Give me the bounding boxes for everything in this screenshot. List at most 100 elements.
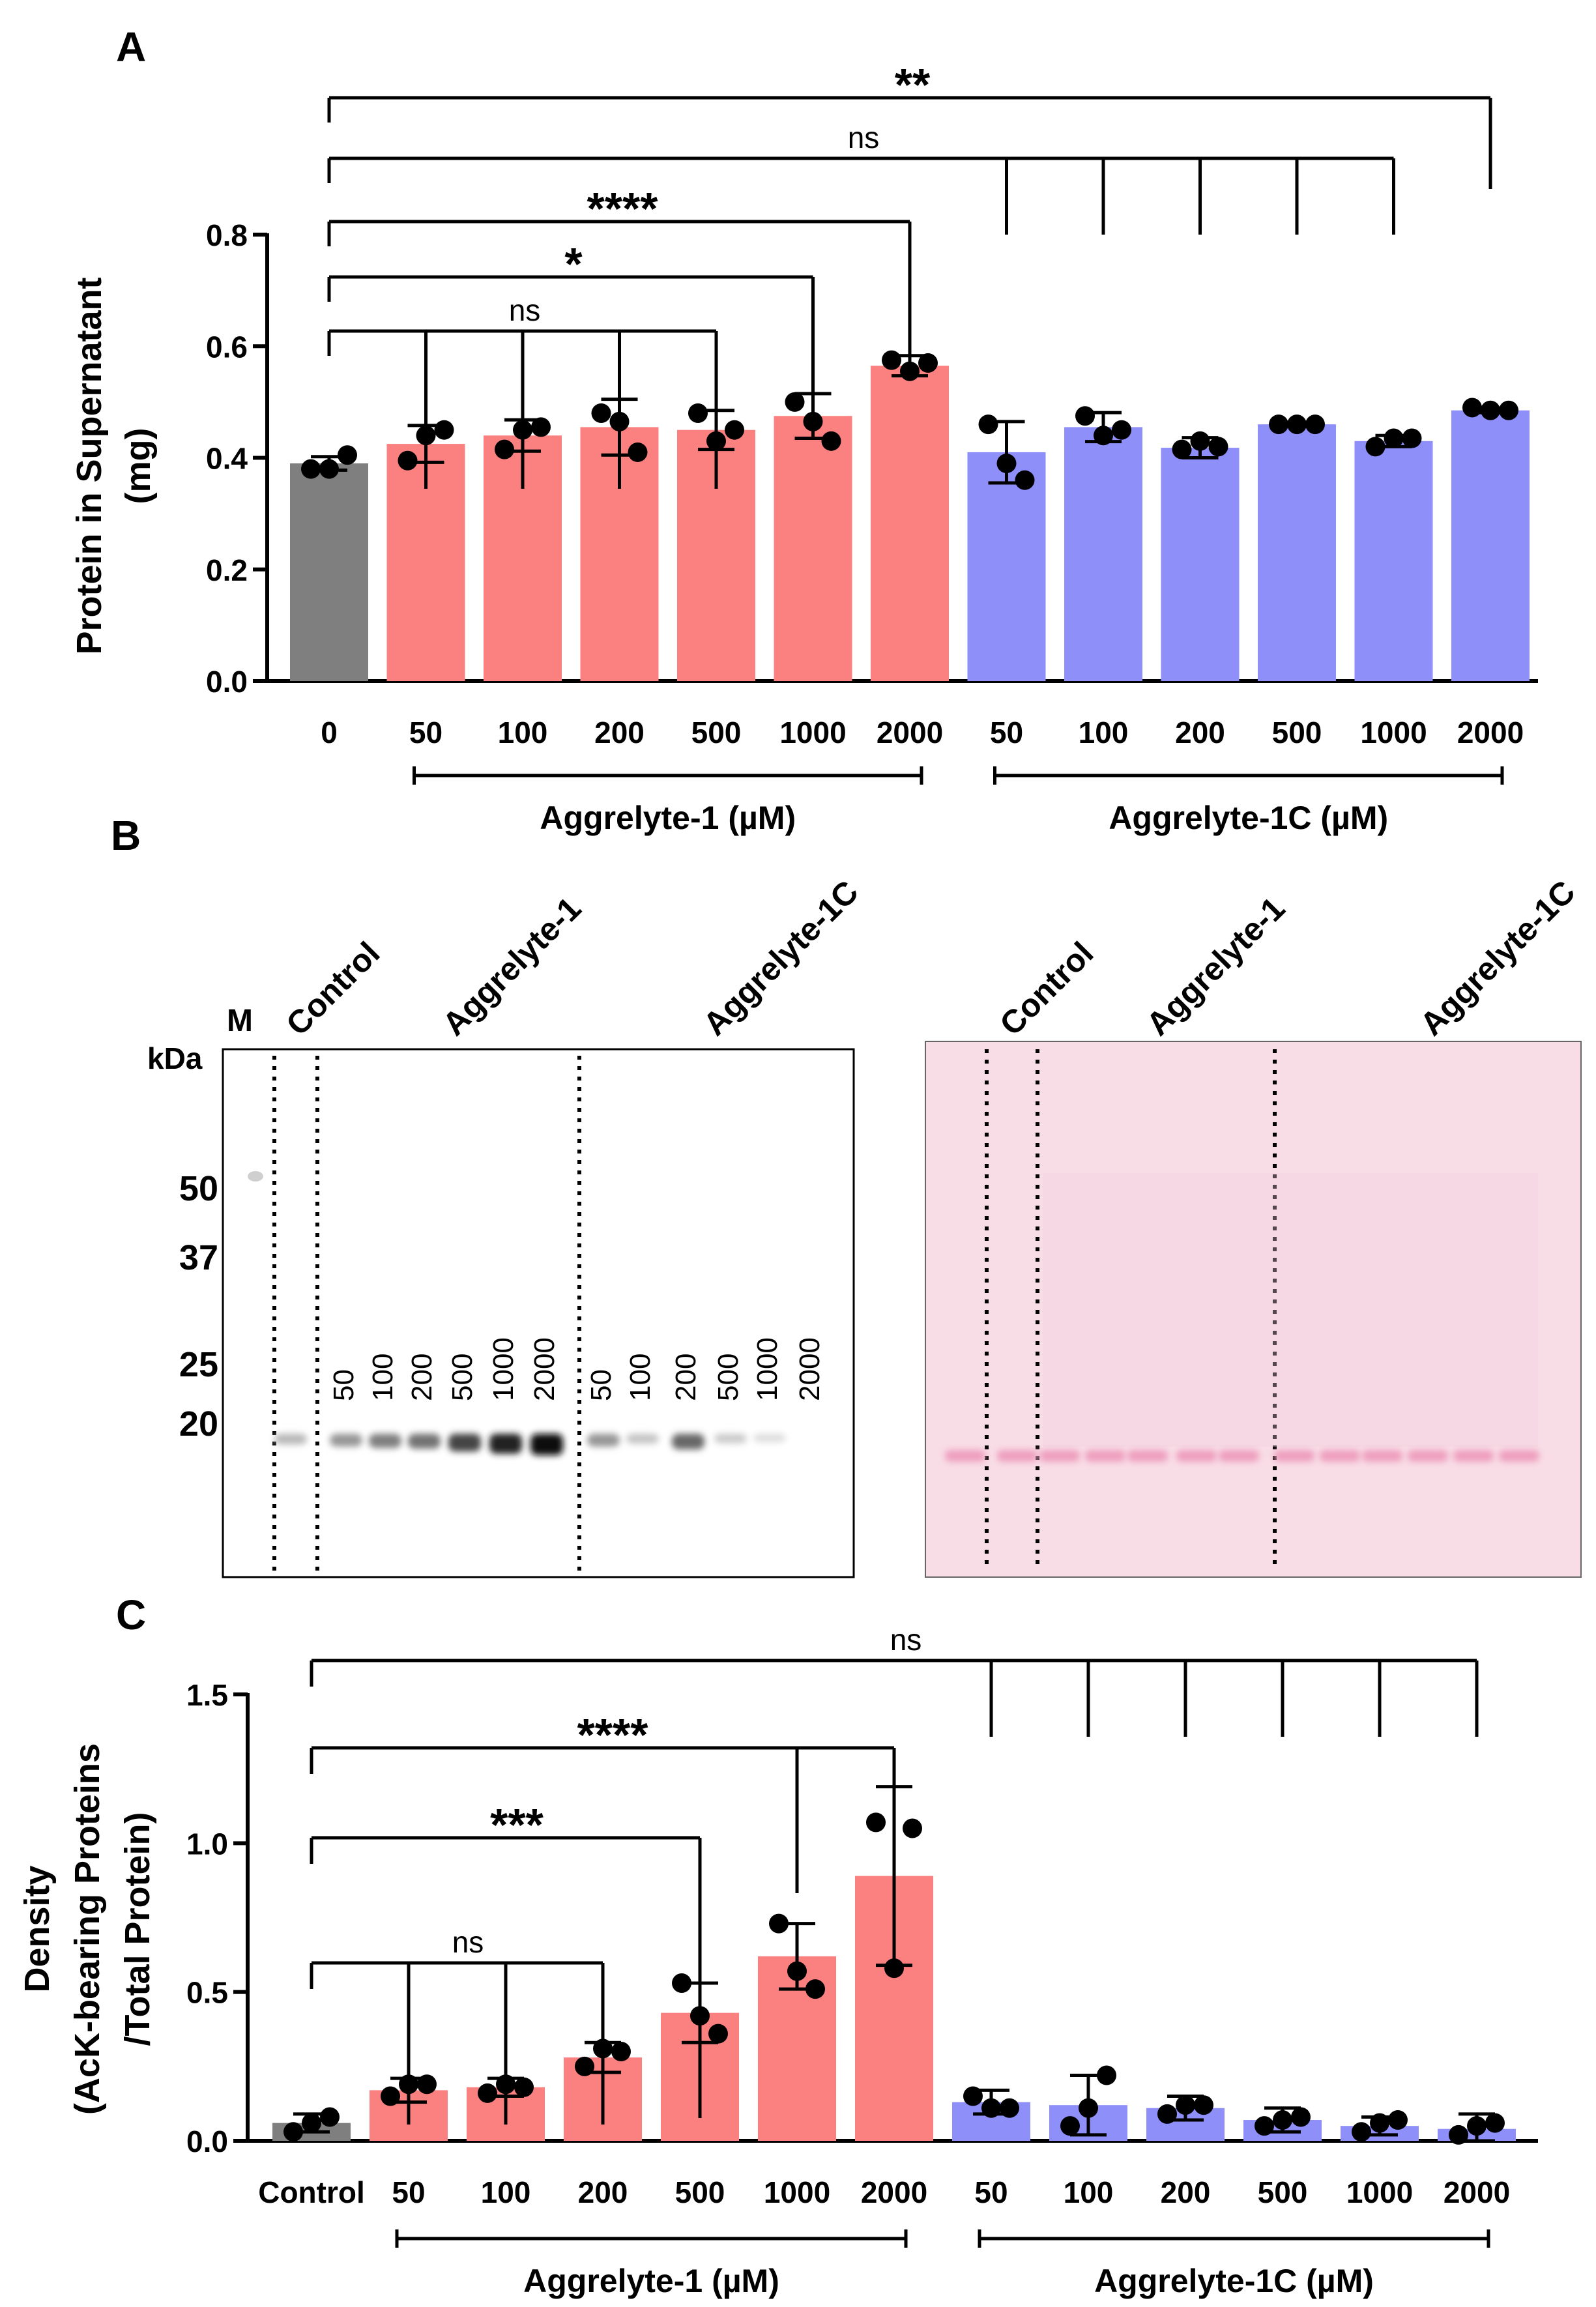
chart-c: Density (AcK-bearing Proteins /Total Pro… xyxy=(18,1623,1538,2299)
data-point xyxy=(514,2077,534,2097)
lane-label: 100 xyxy=(624,1354,656,1401)
bar xyxy=(1354,441,1433,681)
chart-c-ylabel-line1: Density xyxy=(18,1865,57,1992)
chart-a: Protein in Supernatant (mg) 0.0 0.2 0.4 0.6… xyxy=(70,59,1538,836)
data-point xyxy=(1000,2098,1019,2118)
blot-band xyxy=(489,1434,522,1454)
marker-smudge xyxy=(248,1171,263,1182)
data-point xyxy=(591,403,611,423)
data-point xyxy=(611,2042,631,2061)
x-tick-label: 100 xyxy=(481,2175,531,2209)
lane-label: 500 xyxy=(712,1354,744,1401)
y-tick-label: 0.6 xyxy=(206,330,248,364)
x-tick-label: 200 xyxy=(594,716,645,749)
data-point xyxy=(805,1979,825,1999)
blot-band xyxy=(626,1434,659,1444)
data-point xyxy=(725,420,744,440)
x-tick-label: 2000 xyxy=(1444,2175,1510,2209)
data-point xyxy=(1499,400,1518,420)
data-point xyxy=(996,454,1017,474)
data-point xyxy=(434,420,454,440)
y-tick-label: 1.5 xyxy=(186,1678,228,1712)
data-point xyxy=(1481,400,1500,420)
x-tick-label: 1000 xyxy=(1346,2175,1413,2209)
ponceau-band xyxy=(1039,1450,1080,1462)
x-tick-label: 100 xyxy=(498,716,548,749)
ponceau-band xyxy=(1362,1450,1402,1462)
group-label: Aggrelyte-1 (µM) xyxy=(540,800,796,836)
data-point xyxy=(1462,398,1482,418)
y-tick-label: 1.0 xyxy=(186,1827,228,1861)
x-tick-label: 50 xyxy=(392,2175,425,2209)
sig-label: ns xyxy=(890,1623,922,1657)
ponceau-band xyxy=(1499,1450,1539,1462)
lane-label: 1000 xyxy=(751,1337,783,1401)
bar xyxy=(774,416,852,681)
data-point xyxy=(301,459,321,479)
ponceau-band xyxy=(945,1450,985,1462)
lane-label: 200 xyxy=(406,1354,438,1401)
ponceau-band xyxy=(997,1450,1037,1462)
panel-label-b: B xyxy=(111,812,141,859)
data-point xyxy=(628,442,648,462)
data-point xyxy=(903,1818,922,1838)
group-label: Aggrelyte-1C (µM) xyxy=(1109,800,1388,836)
marker-lane-label: M xyxy=(227,1004,253,1038)
data-point xyxy=(338,445,357,465)
x-tick-label: 100 xyxy=(1079,716,1129,749)
x-tick-label: 500 xyxy=(1272,716,1322,749)
sig-label: ns xyxy=(452,1925,484,1959)
data-point xyxy=(688,403,708,423)
data-point xyxy=(1097,2065,1116,2085)
data-point xyxy=(1194,2095,1213,2115)
blot-band xyxy=(753,1434,786,1442)
ponceau-smear xyxy=(1043,1173,1538,1447)
mw-marker-50: 50 xyxy=(179,1169,218,1208)
x-tick-label: 2000 xyxy=(877,716,943,749)
bar xyxy=(967,452,1046,681)
data-point xyxy=(1172,439,1192,459)
data-point xyxy=(1384,428,1404,448)
data-point xyxy=(1352,2122,1371,2142)
ponceau-band xyxy=(1219,1450,1259,1462)
lane-label: 2000 xyxy=(529,1337,560,1401)
x-tick-label: 1000 xyxy=(779,716,846,749)
ponceau-band xyxy=(1320,1450,1360,1462)
group-label: Aggrelyte-1 (µM) xyxy=(523,2263,779,2299)
data-point xyxy=(417,2074,437,2095)
data-point xyxy=(787,1961,807,1981)
lane-label: 500 xyxy=(446,1354,478,1401)
x-tick-label: 50 xyxy=(409,716,443,749)
data-point xyxy=(900,361,920,381)
x-tick-label: 1000 xyxy=(1360,716,1427,749)
data-point xyxy=(866,1812,886,1833)
data-point xyxy=(1291,2107,1311,2127)
mw-marker-37: 37 xyxy=(179,1238,218,1277)
data-point xyxy=(381,2086,400,2106)
blot-header-aggrelyte1-right: Aggrelyte-1 xyxy=(1139,890,1292,1043)
blot-band xyxy=(408,1434,441,1449)
sig-label: * xyxy=(564,239,583,289)
x-tick-label: 200 xyxy=(1161,2175,1211,2209)
x-tick-label: Control xyxy=(258,2175,365,2209)
data-point xyxy=(884,1958,904,1979)
western-blot-membrane xyxy=(222,1048,855,1578)
bar xyxy=(290,463,368,681)
ponceau-membrane xyxy=(925,1041,1582,1578)
data-point xyxy=(821,431,841,451)
data-point xyxy=(708,2024,728,2044)
data-point xyxy=(320,2107,340,2127)
data-point xyxy=(1449,2125,1468,2145)
x-tick-label: 100 xyxy=(1064,2175,1114,2209)
blot-band xyxy=(369,1434,401,1448)
blot-band xyxy=(530,1434,563,1455)
data-point xyxy=(1388,2110,1408,2130)
data-point xyxy=(1305,414,1325,435)
x-tick-label: 2000 xyxy=(861,2175,927,2209)
data-point xyxy=(1370,2113,1389,2133)
sig-label: ns xyxy=(509,293,541,327)
blot-header-aggrelyte1-left: Aggrelyte-1 xyxy=(435,890,588,1043)
panel-b: M kDa Control Aggrelyte-1 Aggrelyte-1C C… xyxy=(147,873,1582,1578)
panel-label-a: A xyxy=(116,23,146,70)
chart-c-ylabel-line3: /Total Protein) xyxy=(118,1812,157,2046)
